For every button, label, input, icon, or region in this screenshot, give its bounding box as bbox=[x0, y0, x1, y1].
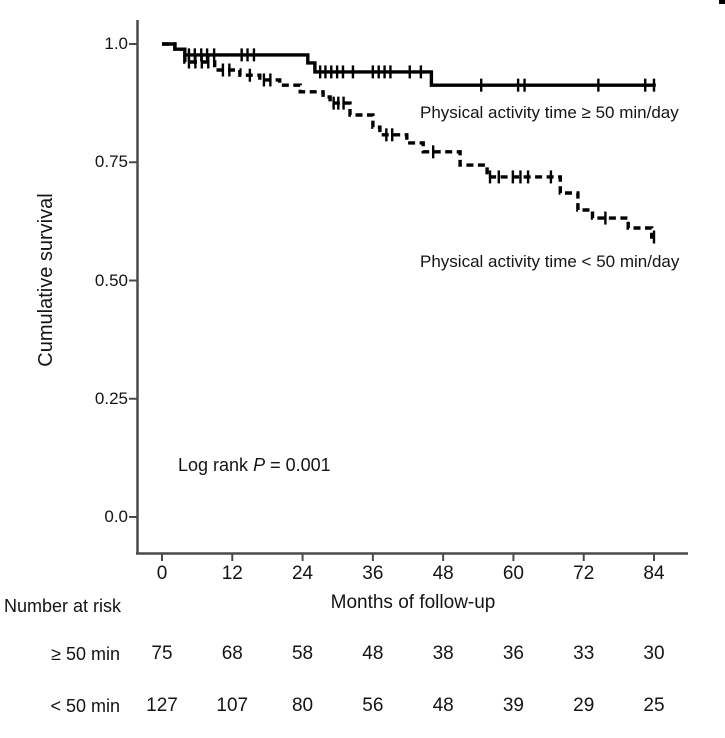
at-risk-value: 29 bbox=[573, 695, 595, 716]
x-tick-label: 24 bbox=[291, 563, 314, 584]
x-tick-label: 48 bbox=[432, 563, 454, 584]
at-risk-value: 127 bbox=[146, 695, 178, 716]
y-tick-label: 0.25 bbox=[94, 388, 128, 408]
y-axis-title: Cumulative survival bbox=[35, 193, 57, 367]
at-risk-value: 48 bbox=[432, 695, 454, 716]
x-tick-label: 0 bbox=[156, 563, 168, 584]
x-axis-title: Months of follow-up bbox=[330, 592, 496, 613]
log-rank-p-symbol: P bbox=[253, 455, 266, 475]
at-risk-value: 75 bbox=[151, 643, 173, 664]
survival-curve-low-activity bbox=[162, 42, 656, 239]
x-tick-label: 72 bbox=[573, 563, 595, 584]
number-at-risk-heading: Number at risk bbox=[4, 596, 122, 616]
x-tick-label: 84 bbox=[643, 563, 665, 584]
at-risk-value: 36 bbox=[502, 643, 524, 664]
at-risk-value: 48 bbox=[362, 643, 384, 664]
at-risk-row-label: ≥ 50 min bbox=[51, 644, 120, 664]
label-high-activity-group: Physical activity time ≥ 50 min/day bbox=[420, 103, 679, 122]
at-risk-value: 25 bbox=[643, 695, 665, 716]
y-tick-label: 0.50 bbox=[94, 270, 128, 290]
log-rank-value: = 0.001 bbox=[265, 455, 331, 475]
x-tick-label: 36 bbox=[362, 563, 384, 584]
x-tick-label: 12 bbox=[221, 563, 243, 584]
at-risk-value: 68 bbox=[221, 643, 243, 664]
at-risk-value: 58 bbox=[291, 643, 314, 664]
at-risk-value: 80 bbox=[291, 695, 314, 716]
at-risk-value: 33 bbox=[573, 643, 595, 664]
y-tick-label: 0.75 bbox=[94, 152, 128, 172]
scan-artifact bbox=[719, 0, 725, 4]
log-rank-prefix: Log rank bbox=[178, 455, 254, 475]
log-rank-annotation: Log rank P = 0.001 bbox=[178, 455, 331, 476]
at-risk-row-label: < 50 min bbox=[50, 696, 120, 716]
y-tick-label: 1.0 bbox=[104, 34, 128, 53]
x-tick-label: 60 bbox=[502, 563, 524, 584]
y-tick-label: 0.0 bbox=[104, 507, 128, 526]
survival-curve-high-activity bbox=[162, 42, 656, 87]
at-risk-value: 39 bbox=[502, 695, 524, 716]
at-risk-value: 56 bbox=[362, 695, 384, 716]
at-risk-value: 38 bbox=[432, 643, 454, 664]
at-risk-value: 107 bbox=[216, 695, 249, 716]
label-low-activity-group: Physical activity time < 50 min/day bbox=[420, 252, 680, 271]
at-risk-value: 30 bbox=[643, 643, 665, 664]
